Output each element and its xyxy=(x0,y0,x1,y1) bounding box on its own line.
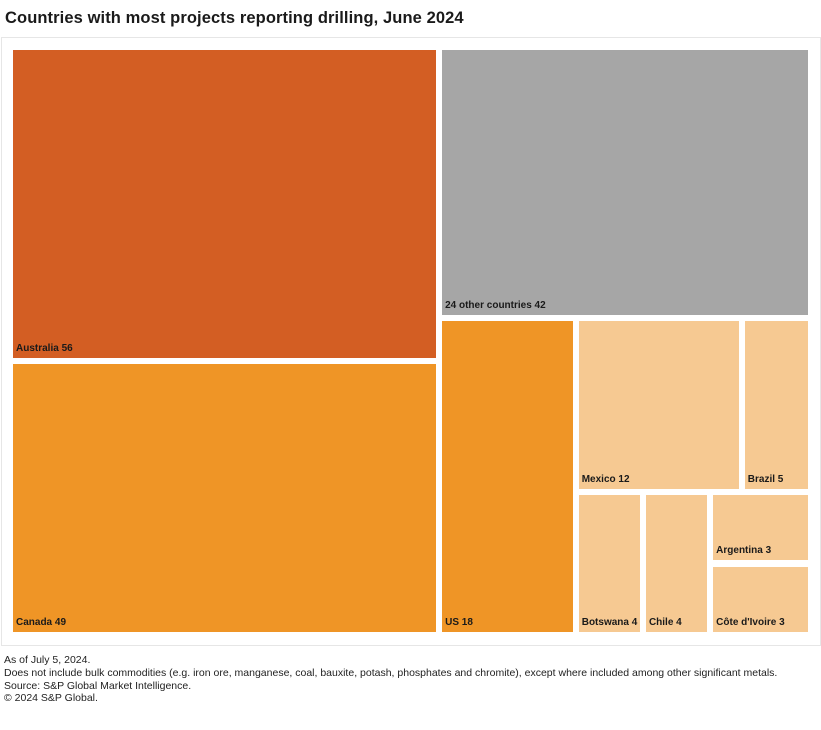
treemap-cell-24-other-countries: 24 other countries 42 xyxy=(442,50,808,316)
treemap-cell-australia: Australia 56 xyxy=(13,50,437,358)
treemap-cell-label: Mexico 12 xyxy=(581,474,630,485)
treemap-cell-label: Chile 4 xyxy=(648,616,682,628)
treemap-cell-chile: Chile 4 xyxy=(645,495,708,632)
treemap-cell-label: Canada 49 xyxy=(16,616,67,628)
treemap-cell-us: US 18 xyxy=(442,321,573,632)
treemap-cell-label: Australia 56 xyxy=(16,342,73,354)
chart-notes: As of July 5, 2024. Does not include bul… xyxy=(4,654,819,705)
chart-title: Countries with most projects reporting d… xyxy=(5,9,464,27)
treemap-cell-c-te-d-ivoire: Côte d'Ivoire 3 xyxy=(713,566,808,632)
treemap-cell-canada: Canada 49 xyxy=(13,363,437,632)
treemap-cell-label: 24 other countries 42 xyxy=(445,300,546,312)
treemap-cell-label: US 18 xyxy=(445,616,473,628)
treemap-cell-label: Côte d'Ivoire 3 xyxy=(716,616,785,628)
note-as-of: As of July 5, 2024. xyxy=(4,654,91,666)
treemap-cell-label: Argentina 3 xyxy=(716,545,772,557)
note-source: Source: S&P Global Market Intelligence. xyxy=(4,679,192,692)
note-copyright: © 2024 S&P Global. xyxy=(4,692,98,705)
treemap-cell-brazil: Brazil 5 xyxy=(744,321,808,489)
treemap-cell-botswana: Botswana 4 xyxy=(578,495,640,632)
note-exclusions: Does not include bulk commodities (e.g. … xyxy=(4,666,778,679)
treemap-cell-label: Botswana 4 xyxy=(581,616,638,628)
treemap-cell-argentina: Argentina 3 xyxy=(713,495,808,561)
treemap-cell-mexico: Mexico 12 xyxy=(578,321,739,489)
treemap-cell-label: Brazil 5 xyxy=(747,474,784,485)
